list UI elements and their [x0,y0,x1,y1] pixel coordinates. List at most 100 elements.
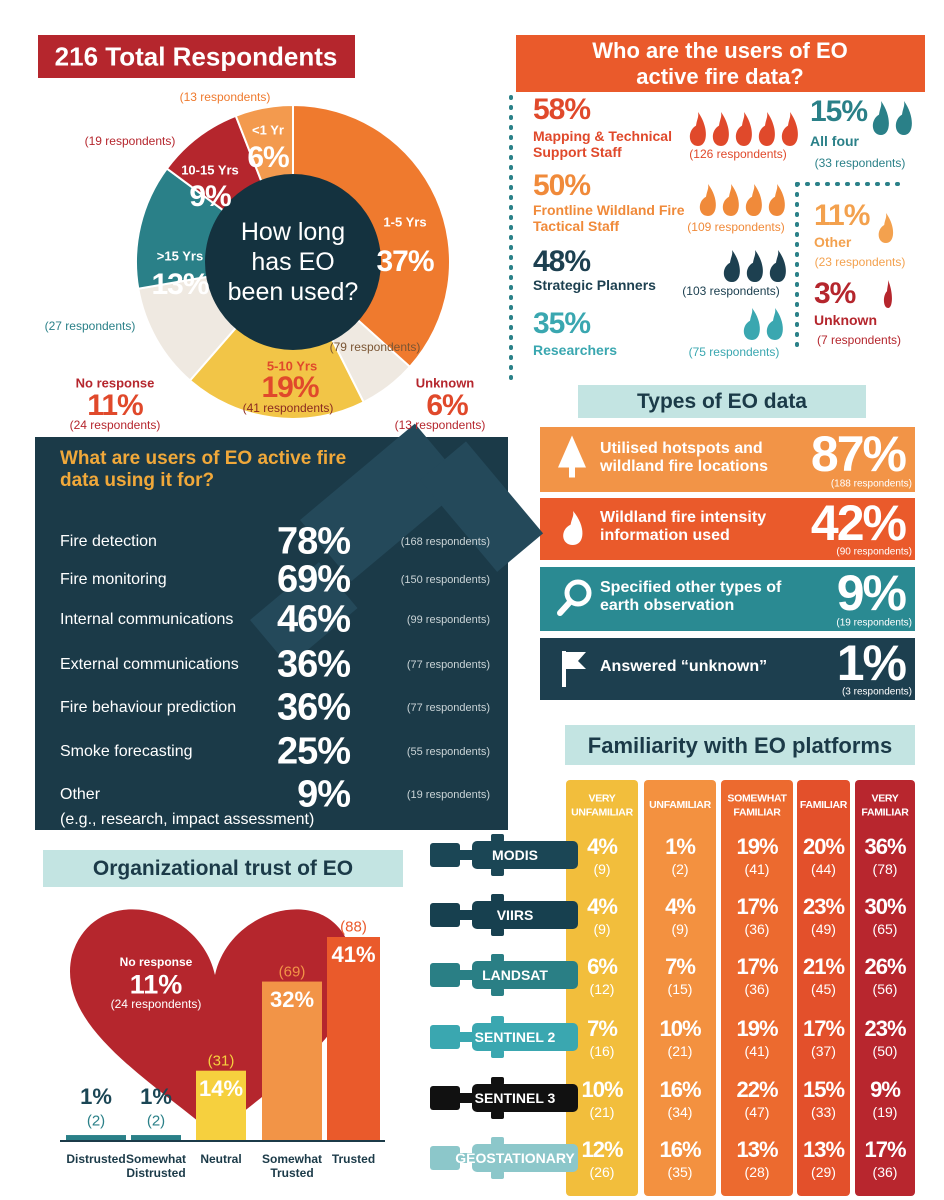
use-label: Smoke forecasting [60,743,193,760]
bar [196,1070,246,1140]
cell-percent: 7% [587,1016,618,1041]
type-percent: 87% [810,425,907,482]
use-label: External communications [60,656,239,673]
cell-percent: 16% [659,1077,701,1102]
cell-percent: 13% [802,1137,845,1162]
cell-count: (34) [667,1104,693,1120]
cell-percent: 13% [736,1137,778,1162]
satellite-knob [491,1077,504,1085]
flame-icon [758,112,775,146]
type-respondents: (19 respondents) [836,617,912,629]
x-tick-label: Distrusted [66,1152,126,1166]
center-text: How long has EO been used? [227,218,359,306]
cell-count: (45) [811,981,836,997]
satellite-knob [491,1016,504,1024]
satellite-panel [430,1146,460,1170]
flame-icon [745,184,762,216]
cell-percent: 9% [870,1077,901,1102]
flame-icon [766,308,783,340]
type-row [540,567,915,631]
satellite-body [472,1144,578,1172]
cell-percent: 22% [736,1077,778,1102]
flame-icon [735,112,752,146]
user-respondents: (75 respondents) [688,345,780,359]
use-percent: 25% [276,730,351,773]
chart-title: Organizational trust of EO [92,857,354,880]
satellite-link [458,850,474,860]
use-respondents: (19 respondents) [406,789,490,801]
satellite-link [458,1032,474,1042]
use-label: Fire detection [60,533,157,550]
cell-percent: 4% [665,894,696,919]
flame-icon [722,184,739,216]
familiarity-banner [565,725,915,765]
user-respondents: (109 respondents) [687,220,785,234]
type-percent: 1% [836,635,907,691]
user-respondents: (23 respondents) [814,255,906,269]
level-header: SOMEWHAT FAMILIAR [727,792,787,818]
level-column [566,780,638,1196]
level-column [797,780,850,1196]
use-label: Other [60,786,101,803]
flame-icon [712,112,729,146]
user-label: Researchers [533,342,618,358]
level-header: FAMILIAR [799,799,848,812]
satellite-knob [491,834,504,842]
search-icon [564,579,592,607]
x-tick-label: Trusted [331,1152,376,1166]
cell-percent: 17% [802,1016,845,1041]
donut-center [205,174,381,350]
users-title: Who are the users of EO active fire data… [592,38,848,89]
user-respondents: (126 respondents) [689,147,787,161]
flame-icon [699,184,716,216]
user-percent: 35% [533,307,591,340]
cell-count: (19) [872,1104,898,1120]
bar-count: (2) [86,1112,106,1130]
type-respondents: (3 respondents) [841,686,912,698]
segment-label: 1-5 Yrs [383,214,427,230]
satellite-knob [491,1050,504,1058]
user-percent: 15% [810,95,868,128]
segment-value: 6% [426,389,468,422]
satellite-panel [430,1025,460,1049]
cell-percent: 12% [581,1137,623,1162]
search-icon [557,599,573,616]
cell-percent: 23% [802,894,845,919]
type-respondents: (90 respondents) [836,546,912,558]
cell-count: (35) [667,1164,693,1180]
flame-icon [872,101,889,135]
uses-title: What are users of EO active fire data us… [60,448,347,491]
use-percent: 36% [276,686,351,729]
segment-value: 37% [376,245,434,278]
bar-count: (2) [146,1112,166,1130]
user-respondents: (33 respondents) [814,156,906,170]
cell-percent: 10% [581,1077,623,1102]
familiarity-title: Familiarity with EO platforms [587,733,893,758]
satellite-knob [491,1171,504,1179]
segment-label: No response [75,375,155,391]
satellite-link [458,1153,474,1163]
satellite-knob [491,1111,504,1119]
flame-icon [895,101,912,135]
user-percent: 50% [533,169,591,202]
use-respondents: (55 respondents) [406,746,490,758]
bar [131,1135,181,1140]
platform-name: VIIRS [496,907,534,923]
cell-percent: 15% [802,1077,845,1102]
bar-value: 32% [269,986,315,1012]
user-label: All four [810,133,859,149]
cell-count: (41) [744,1043,770,1059]
tree-icon [569,465,575,478]
segment-label: 5-10 Yrs [266,358,318,374]
type-percent: 9% [836,565,907,621]
satellite-body [472,841,578,869]
cell-percent: 26% [864,954,906,979]
use-percent: 46% [276,598,351,641]
flame-icon [689,112,706,146]
cell-percent: 6% [587,954,618,979]
satellite-panel [430,843,460,867]
cell-percent: 20% [802,834,845,859]
cell-percent: 21% [802,954,845,979]
